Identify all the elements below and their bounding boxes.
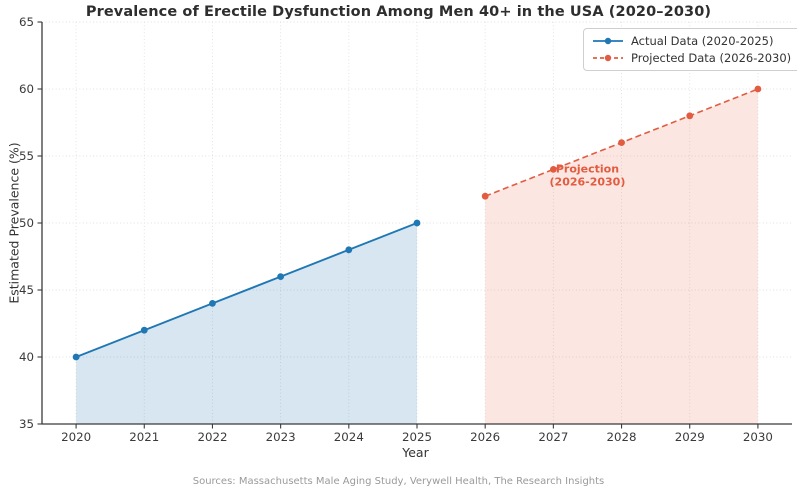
x-tick-label: 2023 [266, 430, 296, 444]
x-tick-label: 2024 [334, 430, 364, 444]
chart-title: Prevalence of Erectile Dysfunction Among… [85, 4, 712, 20]
x-tick-label: 2020 [61, 430, 91, 444]
x-tick-label: 2022 [197, 430, 227, 444]
data-point [754, 85, 762, 93]
x-tick-label: 2030 [743, 430, 773, 444]
data-point [72, 353, 80, 361]
series-area-0 [76, 223, 417, 424]
y-tick-label: 45 [19, 283, 34, 297]
y-tick-label: 40 [19, 350, 34, 364]
data-point [549, 166, 557, 173]
data-point [277, 273, 285, 280]
data-point [481, 192, 489, 200]
data-point [345, 246, 353, 254]
x-tick-label: 2027 [538, 430, 568, 444]
y-tick-label: 65 [19, 15, 34, 29]
data-point [618, 139, 625, 147]
projection-annotation: Projection [556, 162, 619, 175]
x-tick-label: 2029 [675, 430, 705, 444]
x-tick-label: 2021 [129, 430, 159, 444]
y-tick-label: 55 [19, 149, 34, 163]
y-tick-label: 50 [19, 216, 34, 230]
legend-line-marker-icon [593, 54, 623, 61]
projection-annotation: (2026-2030) [550, 175, 626, 188]
x-axis-label: Year [402, 445, 429, 460]
data-point [686, 112, 694, 120]
data-point [140, 326, 148, 334]
source-note: Sources: Massachusetts Male Aging Study,… [192, 476, 605, 487]
x-tick-label: 2026 [470, 430, 500, 444]
legend-item-0: Actual Data (2020-2025) [592, 33, 791, 48]
x-tick-label: 2028 [607, 430, 637, 444]
legend-item-1: Projected Data (2026-2030) [592, 50, 791, 65]
series-line-0 [75, 222, 418, 358]
y-tick-label: 60 [19, 82, 34, 96]
data-point [413, 219, 421, 227]
y-axis-label: Estimated Prevalence (%) [6, 142, 22, 304]
legend-label: Projected Data (2026-2030) [631, 50, 792, 65]
legend: Actual Data (2020-2025) Projected Data (2… [583, 28, 797, 71]
x-tick-label: 2025 [402, 430, 432, 444]
y-tick-label: 35 [19, 417, 34, 431]
data-point [209, 300, 216, 307]
legend-line-marker-icon [593, 37, 623, 44]
legend-label: Actual Data (2020-2025) [631, 33, 774, 48]
